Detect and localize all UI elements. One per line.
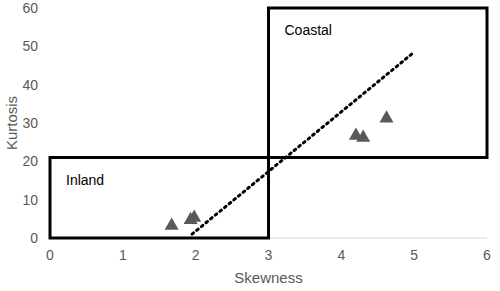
y-tick-label: 40	[22, 77, 38, 93]
y-tick-label: 0	[30, 230, 38, 246]
region-label: Inland	[66, 172, 104, 188]
y-tick-label: 30	[22, 115, 38, 131]
x-tick-label: 1	[119, 247, 127, 263]
y-tick-label: 10	[22, 192, 38, 208]
y-tick	[47, 84, 50, 85]
plot-area	[50, 8, 487, 238]
y-axis-label: Kurtosis	[3, 96, 20, 150]
x-tick-label: 6	[483, 247, 491, 263]
data-point	[187, 210, 201, 222]
x-axis-label: Skewness	[234, 269, 302, 286]
chart: 0 10 20 30 40 50 60 0 1 2 3 4 5 6 Skewness Kurtosis Inla…	[0, 0, 500, 291]
y-tick-label: 20	[22, 153, 38, 169]
x-tick-label: 2	[192, 247, 200, 263]
y-tick	[47, 46, 50, 47]
y-tick	[47, 123, 50, 124]
data-point	[379, 110, 393, 122]
x-tick-label: 0	[46, 247, 54, 263]
region-label: Coastal	[285, 22, 332, 38]
y-tick	[47, 8, 50, 9]
x-tick-label: 3	[265, 247, 273, 263]
y-tick-label: 60	[22, 0, 38, 16]
y-tick-label: 50	[22, 38, 38, 54]
trend-line	[192, 52, 414, 234]
x-tick-label: 5	[410, 247, 418, 263]
x-tick-label: 4	[337, 247, 345, 263]
data-point	[356, 129, 370, 141]
data-point	[165, 218, 179, 230]
